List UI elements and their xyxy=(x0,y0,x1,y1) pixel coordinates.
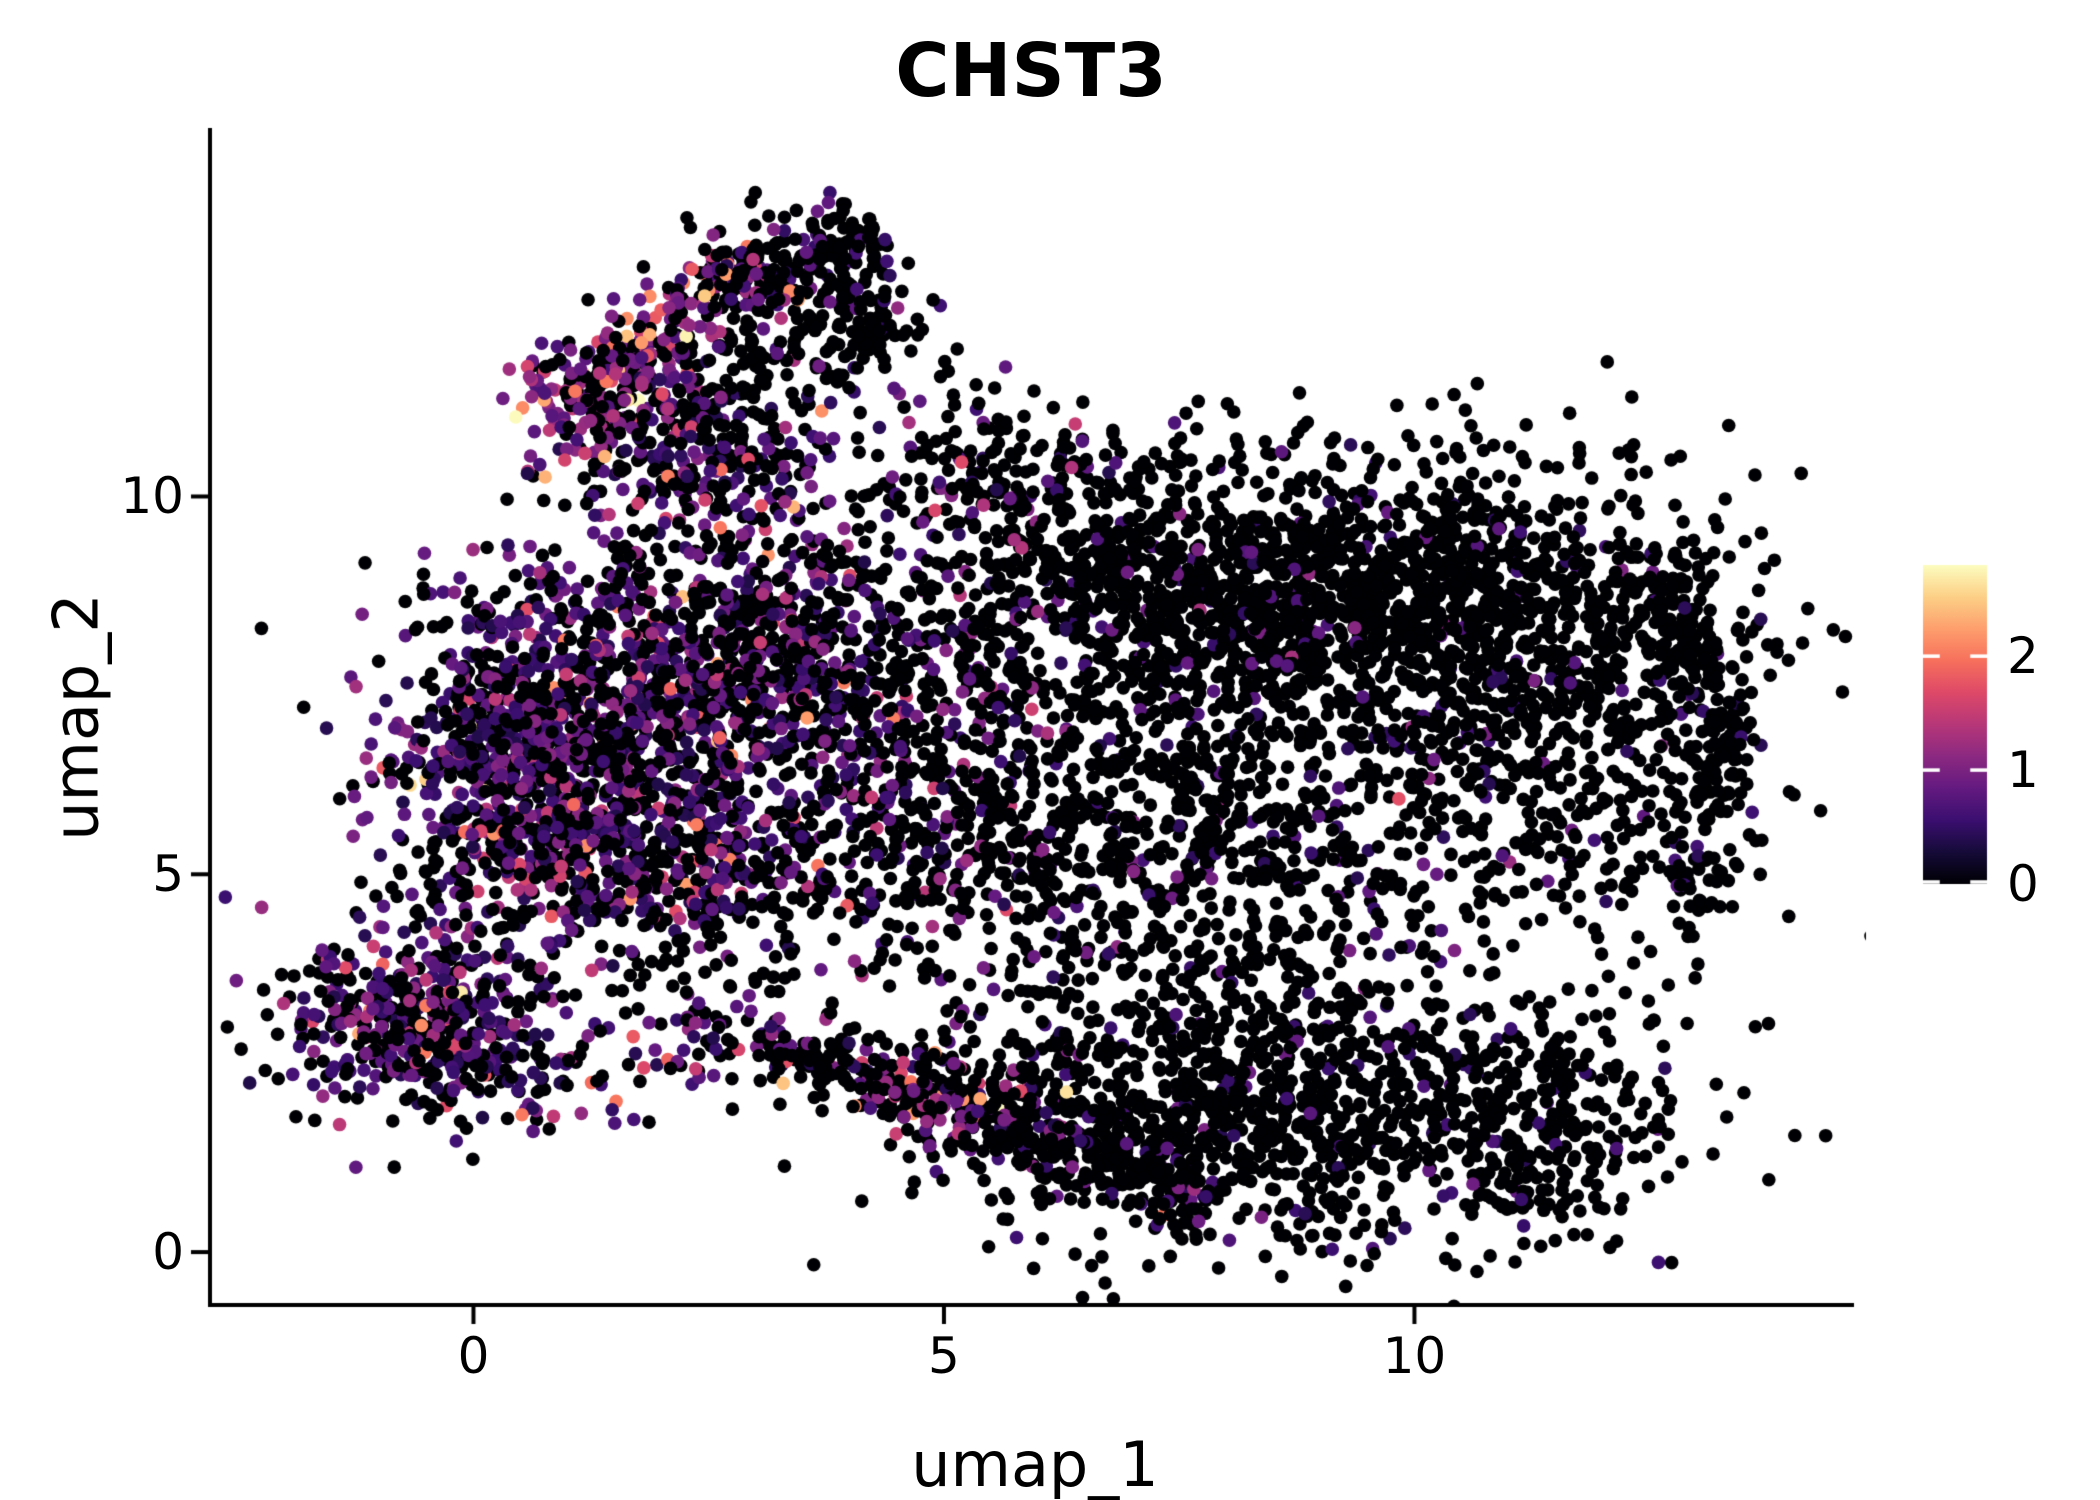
x-axis-title: umap_1 xyxy=(911,1428,1159,1500)
y-axis-title: umap_2 xyxy=(39,593,113,841)
colorbar-tick-label-1: 1 xyxy=(2007,741,2039,800)
y-tick-label-0: 0 xyxy=(152,1223,184,1282)
x-tick-label-10: 10 xyxy=(1382,1327,1447,1385)
x-tick-label-5: 5 xyxy=(928,1327,960,1385)
colorbar-tick-label-0: 0 xyxy=(2007,855,2039,913)
plot-title: CHST3 xyxy=(895,28,1167,114)
x-tick-label-0: 0 xyxy=(457,1327,490,1385)
y-tick-label-10: 10 xyxy=(120,467,184,526)
colorbar-tick-label-2: 2 xyxy=(2007,627,2039,686)
y-tick-label-5: 5 xyxy=(152,845,184,904)
